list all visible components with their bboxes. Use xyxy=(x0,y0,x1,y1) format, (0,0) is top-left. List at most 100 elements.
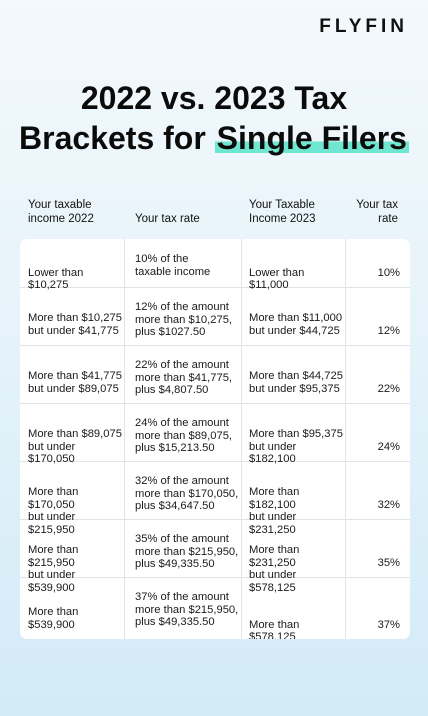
tax-rate-2022-cell-line: plus $1027.50 xyxy=(135,326,206,338)
tax-rate-2022-cell-line: 24% of the amount xyxy=(135,417,229,429)
income-2023-cell-text: More than $182,100 but under $231,250 xyxy=(249,486,345,536)
tax-rate-2023-cell: 22% xyxy=(346,345,410,403)
tax-rate-2022-cell: 35% of the amount more than $215,950, plus… xyxy=(125,519,242,577)
income-2022-cell: Lower than $10,275 xyxy=(20,239,125,291)
header-tax-rate-2022: Your tax rate xyxy=(135,213,200,225)
tax-rate-2022-cell-line: more than $10,275, xyxy=(135,313,233,326)
tax-rate-2022-cell: 22% of the amount more than $41,775, plus … xyxy=(125,345,242,403)
tax-rate-2022-cell-line: plus $34,647.50 xyxy=(135,500,215,512)
income-2023-cell-line: but under $182,100 xyxy=(249,440,297,466)
income-2023-cell-line: Lower than $11,000 xyxy=(249,266,305,292)
table-row: More than $10,275 but under $41,775 12% of… xyxy=(20,287,410,346)
income-2023-cell-line: but under $44,725 xyxy=(249,324,340,337)
tax-rate-2022-cell-text: 35% of the amount more than $215,950, plus… xyxy=(135,533,238,571)
tax-rate-2022-cell-line: plus $49,335.50 xyxy=(135,616,215,628)
income-2022-cell: More than $170,050 but under $215,950 xyxy=(20,461,125,536)
income-2022-cell: More than $10,275 but under $41,775 xyxy=(20,287,125,345)
income-2022-cell-text: More than $215,950 but under $539,900 xyxy=(28,544,124,594)
tax-rate-2023-cell-text: 37% xyxy=(378,619,400,632)
income-2022-cell: More than $539,900 xyxy=(20,577,125,639)
income-2022-cell: More than $89,075 but under $170,050 xyxy=(20,403,125,465)
income-2022-cell-text: More than $89,075 but under $170,050 xyxy=(28,428,124,466)
income-2022-cell-line: $539,900 xyxy=(28,618,75,631)
header-income-2022-line-1: Your taxable xyxy=(28,199,92,211)
income-2022-cell-text: More than $41,775 but under $89,075 xyxy=(28,370,122,395)
tax-rate-2022-cell-line: plus $4,807.50 xyxy=(135,384,209,396)
table-row: More than $539,900 37% of the amount more t… xyxy=(20,577,410,639)
income-2022-cell-line: More than xyxy=(28,606,79,618)
income-2022-cell-text: More than $10,275 but under $41,775 xyxy=(28,312,122,337)
tax-rate-2023-cell-text: 22% xyxy=(378,383,400,396)
tax-rate-2022-cell: 24% of the amount more than $89,075, plus … xyxy=(125,403,242,461)
tax-rate-2023-cell: 24% xyxy=(346,403,410,461)
income-2023-cell-text: Lower than $11,000 xyxy=(249,267,345,292)
tax-rate-2022-cell-line: more than $215,950, xyxy=(135,545,239,558)
income-2023-cell-line: More than $44,725 xyxy=(249,370,343,382)
tax-rate-2022-cell-text: 22% of the amount more than $41,775, plus … xyxy=(135,359,232,397)
tax-rate-2023-cell-text: 24% xyxy=(378,441,400,454)
income-2023-cell-text: More than $44,725 but under $95,375 xyxy=(249,370,343,395)
income-2022-cell-line: More than $10,275 xyxy=(28,312,122,324)
table-row: Lower than $10,275 10% of the taxable inco… xyxy=(20,239,410,291)
income-2022-cell-line: but under $539,900 xyxy=(28,569,76,594)
tax-rate-2022-cell-text: 10% of the taxable income xyxy=(135,253,210,278)
income-2023-cell-line: More than $578,125 xyxy=(249,618,300,640)
tax-rate-2022-cell-line: more than $170,050, xyxy=(135,487,239,500)
tax-rate-2022-cell-line: more than $215,950, xyxy=(135,603,239,616)
table-row: More than $89,075 but under $170,050 24% o… xyxy=(20,403,410,465)
tax-rate-2022-cell-line: 35% of the amount xyxy=(135,533,229,545)
tax-rate-2023-cell-line: 37% xyxy=(377,618,400,631)
tax-rate-2022-cell-line: more than $89,075, xyxy=(135,429,233,442)
header-tax-rate-2023-line-1: Your tax xyxy=(356,199,398,211)
page-title: 2022 vs. 2023 Tax Brackets for Single Fi… xyxy=(0,78,428,158)
tax-rate-2023-cell: 37% xyxy=(346,577,410,639)
income-2022-cell-line: but under $89,075 xyxy=(28,382,119,395)
header-income-2023: Your Taxable Income 2023 xyxy=(249,198,316,226)
tax-rate-2023-cell-line: 10% xyxy=(377,266,400,279)
title-line-2-prefix: Brackets for xyxy=(19,120,215,156)
tax-rate-2022-cell: 32% of the amount more than $170,050, plus… xyxy=(125,461,242,519)
tax-rate-2023-cell-line: 35% xyxy=(377,556,400,569)
title-line-1: 2022 vs. 2023 Tax xyxy=(80,80,348,116)
income-2022-cell-line: More than $41,775 xyxy=(28,370,122,382)
income-2023-cell: More than $95,375 but under $182,100 xyxy=(242,403,346,465)
income-2023-cell-text: More than $95,375 but under $182,100 xyxy=(249,428,345,466)
tax-rate-2022-cell: 37% of the amount more than $215,950, plus… xyxy=(125,577,242,639)
tax-rate-2023-cell: 12% xyxy=(346,287,410,345)
table-row: More than $41,775 but under $89,075 22% of… xyxy=(20,345,410,404)
income-2023-cell: More than $578,125 xyxy=(242,577,346,639)
tax-rate-2022-cell-line: 32% of the amount xyxy=(135,475,229,487)
income-2022-cell-line: but under $170,050 xyxy=(28,440,76,466)
income-2023-cell: Lower than $11,000 xyxy=(242,239,346,291)
income-2023-cell-line: More than $95,375 xyxy=(249,428,343,440)
tax-rate-2023-cell: 35% xyxy=(346,519,410,577)
table-header: Your taxable income 2022 Your tax rate Y… xyxy=(20,196,410,232)
tax-rate-2022-cell-line: plus $49,335.50 xyxy=(135,558,215,570)
income-2022-cell-line: Lower than $10,275 xyxy=(28,266,84,292)
tax-rate-2023-cell: 32% xyxy=(346,461,410,519)
header-income-2022-line-2: income 2022 xyxy=(28,213,94,225)
tax-rate-2022-cell-text: 12% of the amount more than $10,275, plus … xyxy=(135,301,232,339)
income-2022-cell-line: More than $89,075 xyxy=(28,428,122,440)
income-2022-cell-text: More than $539,900 xyxy=(28,606,78,631)
income-2023-cell: More than $11,000 but under $44,725 xyxy=(242,287,346,345)
income-2023-cell-text: More than $11,000 but under $44,725 xyxy=(249,312,342,337)
income-2022-cell-text: Lower than $10,275 xyxy=(28,267,124,292)
tax-rate-2022-cell-line: 22% of the amount xyxy=(135,359,229,371)
tax-rate-2022-cell-line: more than $41,775, xyxy=(135,371,233,384)
income-2023-cell: More than $44,725 but under $95,375 xyxy=(242,345,346,403)
income-2023-cell-text: More than $231,250 but under $578,125 xyxy=(249,544,345,594)
income-2022-cell-line: More than $170,050 xyxy=(28,486,79,511)
header-income-2022: Your taxable income 2022 xyxy=(28,198,94,226)
tax-rate-2022-cell: 10% of the taxable income xyxy=(125,239,242,287)
tax-rate-2023-cell-text: 10% xyxy=(378,267,400,280)
header-income-2023-line-2: Income 2023 xyxy=(249,213,316,225)
header-tax-rate-2023: Your tax rate xyxy=(356,198,398,226)
income-2023-cell-line: but under $95,375 xyxy=(249,382,340,395)
tax-rate-2023-cell: 10% xyxy=(346,239,410,287)
income-2023-cell-line: More than $182,100 xyxy=(249,486,300,511)
title-highlight: Single Filers xyxy=(214,120,409,156)
income-2023-cell-line: but under $231,250 xyxy=(249,511,297,536)
title-line-2: Brackets for Single Filers xyxy=(0,118,428,158)
tax-rate-2023-cell-line: 32% xyxy=(377,498,400,511)
